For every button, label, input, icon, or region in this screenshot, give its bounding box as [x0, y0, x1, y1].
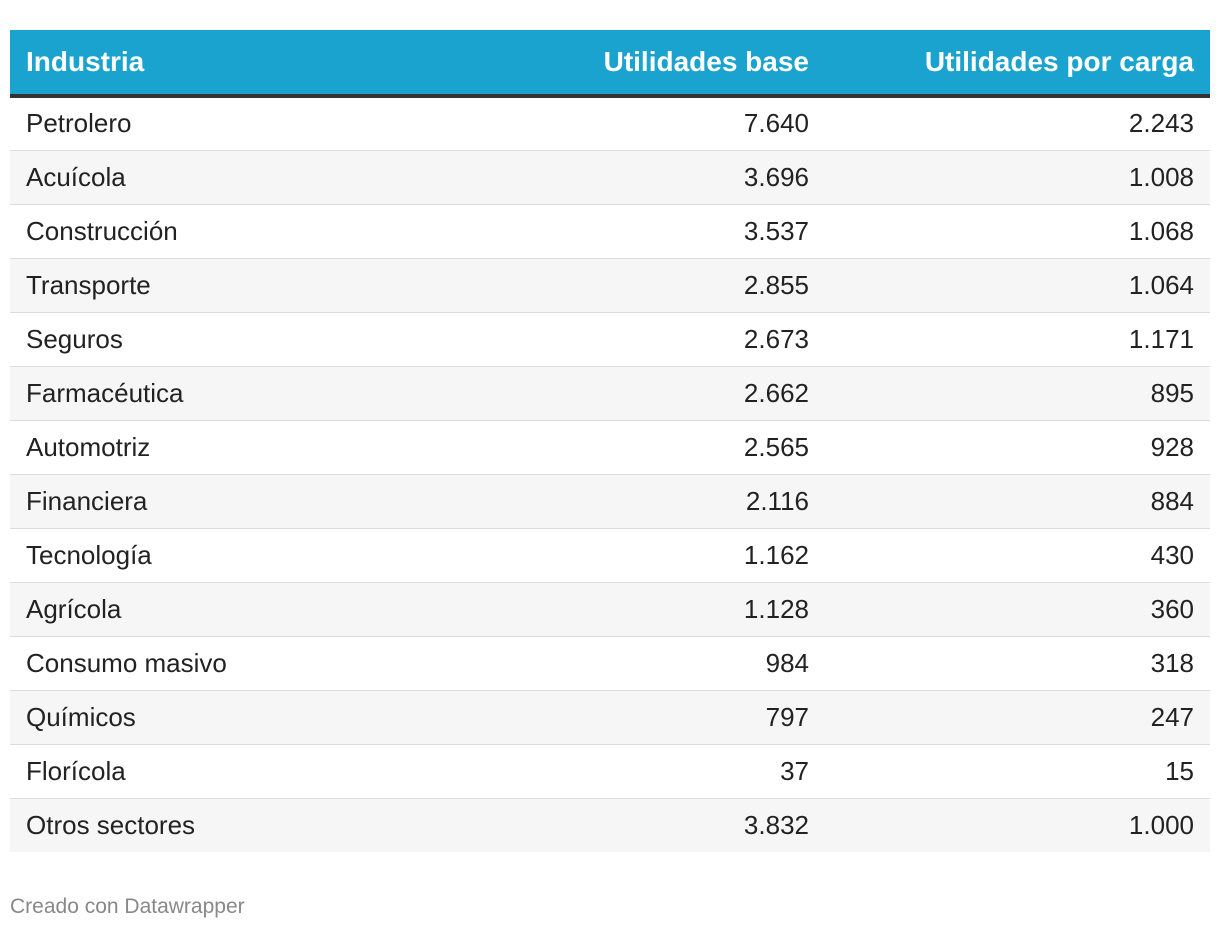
table-row: Florícola 37 15: [10, 744, 1210, 799]
cell-industria: Tecnología: [10, 528, 440, 583]
table-row: Petrolero 7.640 2.243: [10, 96, 1210, 151]
cell-utilidades-por-carga: 247: [825, 690, 1210, 745]
cell-utilidades-por-carga: 2.243: [825, 96, 1210, 151]
table-row: Acuícola 3.696 1.008: [10, 150, 1210, 205]
cell-utilidades-base: 2.565: [440, 420, 825, 475]
cell-industria: Florícola: [10, 744, 440, 799]
cell-industria: Otros sectores: [10, 798, 440, 852]
cell-utilidades-por-carga: 1.000: [825, 798, 1210, 852]
cell-utilidades-por-carga: 1.064: [825, 258, 1210, 313]
table-row: Consumo masivo 984 318: [10, 636, 1210, 691]
cell-utilidades-por-carga: 1.068: [825, 204, 1210, 259]
cell-utilidades-base: 2.673: [440, 312, 825, 367]
table-row: Seguros 2.673 1.171: [10, 312, 1210, 367]
cell-utilidades-por-carga: 318: [825, 636, 1210, 691]
cell-utilidades-base: 797: [440, 690, 825, 745]
cell-utilidades-por-carga: 15: [825, 744, 1210, 799]
cell-industria: Consumo masivo: [10, 636, 440, 691]
cell-industria: Acuícola: [10, 150, 440, 205]
cell-utilidades-base: 2.116: [440, 474, 825, 529]
cell-utilidades-base: 2.662: [440, 366, 825, 421]
cell-industria: Automotriz: [10, 420, 440, 475]
cell-industria: Petrolero: [10, 96, 440, 151]
table-body: Petrolero 7.640 2.243 Acuícola 3.696 1.008 Con…: [10, 96, 1210, 852]
cell-utilidades-por-carga: 895: [825, 366, 1210, 421]
table-row: Tecnología 1.162 430: [10, 528, 1210, 583]
footer-credit: Creado con Datawrapper: [10, 895, 245, 918]
data-table-container: Industria Utilidades base Utilidades por…: [10, 30, 1210, 852]
cell-utilidades-por-carga: 430: [825, 528, 1210, 583]
table-row: Transporte 2.855 1.064: [10, 258, 1210, 313]
table-row: Automotriz 2.565 928: [10, 420, 1210, 475]
cell-industria: Transporte: [10, 258, 440, 313]
cell-utilidades-base: 1.128: [440, 582, 825, 637]
cell-utilidades-por-carga: 884: [825, 474, 1210, 529]
cell-utilidades-base: 3.537: [440, 204, 825, 259]
cell-utilidades-por-carga: 928: [825, 420, 1210, 475]
cell-industria: Financiera: [10, 474, 440, 529]
cell-industria: Farmacéutica: [10, 366, 440, 421]
data-table: Industria Utilidades base Utilidades por…: [10, 30, 1210, 852]
cell-utilidades-base: 7.640: [440, 96, 825, 151]
cell-utilidades-base: 37: [440, 744, 825, 799]
cell-utilidades-base: 3.832: [440, 798, 825, 852]
cell-industria: Seguros: [10, 312, 440, 367]
table-row: Químicos 797 247: [10, 690, 1210, 745]
cell-utilidades-por-carga: 1.171: [825, 312, 1210, 367]
cell-utilidades-por-carga: 1.008: [825, 150, 1210, 205]
cell-utilidades-por-carga: 360: [825, 582, 1210, 637]
table-row: Construcción 3.537 1.068: [10, 204, 1210, 259]
cell-industria: Agrícola: [10, 582, 440, 637]
header-utilidades-base[interactable]: Utilidades base: [440, 30, 825, 98]
table-row: Otros sectores 3.832 1.000: [10, 798, 1210, 852]
header-utilidades-por-carga[interactable]: Utilidades por carga: [825, 30, 1210, 98]
table-row: Agrícola 1.128 360: [10, 582, 1210, 637]
header-industria[interactable]: Industria: [10, 30, 440, 98]
cell-industria: Construcción: [10, 204, 440, 259]
cell-industria: Químicos: [10, 690, 440, 745]
cell-utilidades-base: 2.855: [440, 258, 825, 313]
cell-utilidades-base: 984: [440, 636, 825, 691]
table-row: Farmacéutica 2.662 895: [10, 366, 1210, 421]
table-row: Financiera 2.116 884: [10, 474, 1210, 529]
cell-utilidades-base: 1.162: [440, 528, 825, 583]
header-row: Industria Utilidades base Utilidades por…: [10, 30, 1210, 98]
cell-utilidades-base: 3.696: [440, 150, 825, 205]
